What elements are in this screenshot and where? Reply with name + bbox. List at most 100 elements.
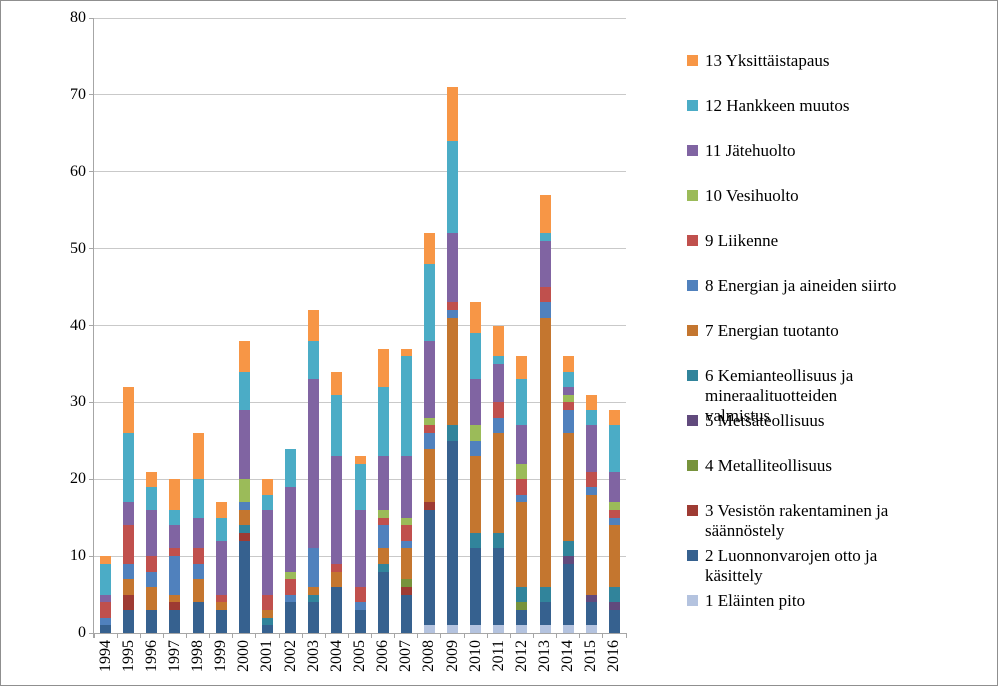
bar-segment [331, 456, 343, 564]
bar-segment [562, 556, 574, 564]
legend-item: 13 Yksittäistapaus [687, 51, 987, 71]
bar-segment [539, 287, 551, 303]
x-tick-label: 1996 [142, 640, 160, 672]
bar-segment [493, 363, 505, 403]
bar-segment [516, 379, 528, 426]
bar-segment [608, 525, 620, 587]
legend-label: 9 Liikenne [705, 231, 987, 251]
bar-segment [215, 517, 227, 541]
bar-segment [377, 510, 389, 518]
y-tick-label: 20 [70, 470, 86, 488]
bar-segment [423, 340, 435, 418]
bar-segment [493, 433, 505, 534]
x-tick-label: 2015 [582, 640, 600, 672]
bar-segment [516, 586, 528, 603]
legend-label-line: 13 Yksittäistapaus [705, 51, 830, 70]
legend-label-line: 9 Liikenne [705, 231, 779, 250]
bar-segment [493, 356, 505, 364]
bar-segment [447, 87, 459, 141]
legend-label-line: 10 Vesihuolto [705, 186, 799, 205]
bar-segment [470, 533, 482, 549]
bar-segment [377, 525, 389, 549]
legend-label-line: säännöstely [705, 521, 785, 540]
x-axis-tick [486, 633, 488, 638]
bar-segment [400, 548, 412, 580]
bar-segment [493, 417, 505, 434]
legend-item: 8 Energian ja aineiden siirto [687, 276, 987, 296]
bar-segment [169, 594, 181, 603]
bar-segment [516, 609, 528, 626]
bar-segment [100, 625, 112, 633]
bar-segment [447, 302, 459, 311]
bar-segment [215, 602, 227, 610]
bar-segment [539, 625, 551, 633]
x-axis-tick [440, 633, 442, 638]
bar-segment [608, 609, 620, 633]
bar-segment [470, 425, 482, 441]
bar-segment [192, 579, 204, 603]
bar-segment [215, 609, 227, 633]
bar-segment [562, 563, 574, 626]
bar-segment [192, 602, 204, 633]
x-tick-label: 2004 [327, 640, 345, 672]
bar-segment [423, 433, 435, 449]
bar-segment [493, 548, 505, 626]
x-tick-label: 2016 [605, 640, 623, 672]
bar-segment [447, 425, 459, 441]
legend-swatch [687, 370, 698, 381]
bar-segment [261, 625, 273, 633]
bar-segment [516, 625, 528, 633]
bar-segment [562, 540, 574, 557]
x-axis-tick [186, 633, 188, 638]
legend-label: 13 Yksittäistapaus [705, 51, 987, 71]
bar-segment [400, 348, 412, 357]
bar-segment [192, 433, 204, 480]
x-axis-tick [463, 633, 465, 638]
bar-segment [400, 525, 412, 541]
bar-segment [215, 540, 227, 595]
x-axis-tick [371, 633, 373, 638]
bar-segment [377, 456, 389, 510]
y-axis-tick [89, 325, 94, 326]
legend-swatch [687, 460, 698, 471]
bar-segment [585, 625, 597, 633]
y-axis-tick [89, 248, 94, 250]
bar-segment [285, 448, 297, 487]
bar-segment [100, 556, 112, 564]
bar-segment [423, 417, 435, 426]
y-tick-label: 50 [70, 239, 86, 257]
legend-item: 7 Energian tuotanto [687, 321, 987, 341]
legend-label-line: 1 Eläinten pito [705, 591, 806, 610]
legend-label-line: 12 Hankkeen muutos [705, 96, 850, 115]
legend-item: 6 Kemianteollisuus ja mineraalituotteiden… [687, 366, 987, 426]
bar-segment [447, 625, 459, 633]
y-axis-tick [89, 555, 94, 557]
x-tick-label: 2003 [304, 640, 322, 672]
legend-label: 4 Metalliteollisuus [705, 456, 987, 476]
x-tick-label: 2000 [235, 640, 253, 672]
legend-label-line: 4 Metalliteollisuus [705, 456, 833, 475]
bar-segment [423, 448, 435, 503]
bar-segment [169, 609, 181, 633]
bar-segment [608, 602, 620, 610]
bar-segment [169, 510, 181, 526]
bar-segment [261, 594, 273, 610]
bar-segment [423, 510, 435, 626]
bar-segment [261, 609, 273, 618]
legend-label-line: 6 Kemianteollisuus ja [705, 366, 854, 385]
bar-segment [562, 356, 574, 372]
legend-swatch [687, 190, 698, 201]
bar-segment [123, 579, 135, 595]
bar-segment [562, 433, 574, 541]
bar-segment [400, 517, 412, 526]
bar-segment [608, 502, 620, 510]
legend-label-line: 7 Energian tuotanto [705, 321, 839, 340]
legend-swatch [687, 505, 698, 516]
legend-item: 2 Luonnonvarojen otto ja käsittely [687, 546, 987, 586]
legend-swatch [687, 100, 698, 111]
bar-segment [470, 379, 482, 426]
y-axis-tick [89, 401, 94, 403]
legend-label: 12 Hankkeen muutos [705, 96, 987, 116]
bar-segment [308, 602, 320, 633]
bar-segment [146, 510, 158, 557]
